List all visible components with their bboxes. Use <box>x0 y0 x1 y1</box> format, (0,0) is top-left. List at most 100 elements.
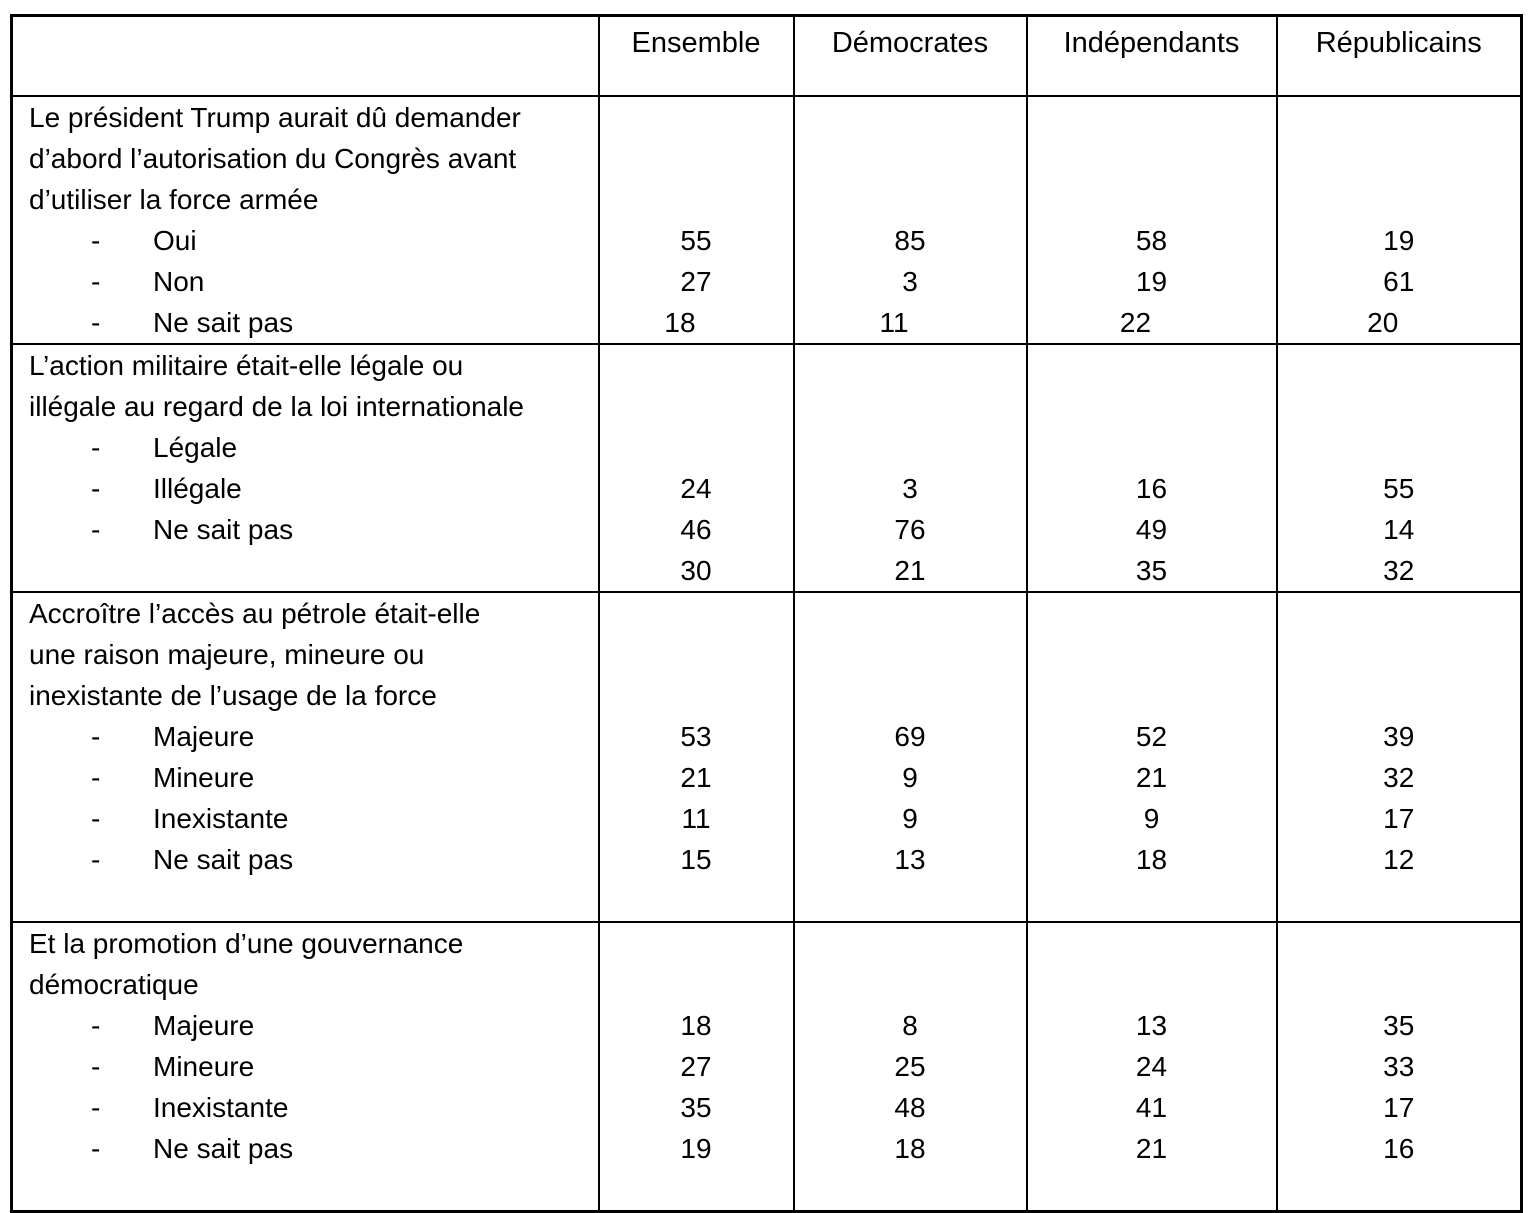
blank-line <box>601 386 792 427</box>
blank-line <box>1279 98 1520 138</box>
blank-line <box>796 924 1025 964</box>
answer-label: Inexistante <box>153 803 289 834</box>
value: 14 <box>1383 514 1415 545</box>
value: 19 <box>680 1133 712 1164</box>
value <box>1279 427 1520 468</box>
blank-line <box>601 675 792 716</box>
answer-option: - Ne sait pas <box>14 302 597 342</box>
value: 52 <box>1135 721 1168 752</box>
dash-bullet: - <box>91 307 101 338</box>
blank-line <box>1279 634 1520 675</box>
value: 39 <box>1383 721 1415 752</box>
blank-line <box>1029 964 1275 1005</box>
question-text-line: Et la promotion d’une gouvernance <box>29 928 464 959</box>
value: 25 <box>894 1051 926 1082</box>
blank-line <box>1029 346 1275 386</box>
value-cell: 13 24 41 21 <box>1025 921 1278 1213</box>
answer-label: Ne sait pas <box>153 1133 294 1164</box>
value <box>1029 427 1275 468</box>
value: 18 <box>664 307 696 338</box>
blank-line <box>601 346 792 386</box>
answer-option: - Illégale <box>14 468 597 509</box>
answer-option: - Ne sait pas <box>14 509 597 550</box>
value: 3 <box>902 473 918 504</box>
value-cell: 55 27 18 <box>597 95 795 345</box>
value: 12 <box>1383 844 1415 875</box>
question-blocks: Le président Trump aurait dû demander d’a… <box>10 95 1523 1213</box>
blank-line <box>1279 964 1520 1005</box>
value: 8 <box>902 1010 918 1041</box>
value: 16 <box>1383 1133 1415 1164</box>
value: 41 <box>1135 1092 1168 1123</box>
answer-label: Illégale <box>153 473 242 504</box>
value-cell: 18 27 35 19 <box>597 921 795 1213</box>
blank-line <box>601 880 792 920</box>
answer-option: - Inexistante <box>14 1087 597 1128</box>
blank-line <box>1029 880 1275 920</box>
value: 17 <box>1383 803 1415 834</box>
blank-line <box>1279 880 1520 920</box>
dash-bullet: - <box>91 1051 101 1082</box>
value: 22 <box>1119 307 1152 338</box>
dash-bullet: - <box>91 225 101 256</box>
blank-line <box>796 179 1025 220</box>
value: 17 <box>1383 1092 1415 1123</box>
answer-option: - Majeure <box>14 1005 597 1046</box>
value: 49 <box>1135 514 1168 545</box>
answer-label: Légale <box>153 432 238 463</box>
value <box>601 427 792 468</box>
answer-option: - Inexistante <box>14 798 597 839</box>
value: 3 <box>902 266 918 297</box>
blank-line <box>601 98 792 138</box>
dash-bullet: - <box>91 514 101 545</box>
value-cell: 19 61 20 <box>1275 95 1523 345</box>
answer-option: - Majeure <box>14 716 597 757</box>
question-cell: L’action militaire était-elle légale ou i… <box>10 343 600 593</box>
value: 35 <box>1135 555 1168 586</box>
value: 13 <box>894 844 926 875</box>
dash-bullet: - <box>91 432 101 463</box>
value: 76 <box>894 514 926 545</box>
value: 11 <box>681 803 711 834</box>
value: 58 <box>1135 225 1168 256</box>
answer-label: Inexistante <box>153 1092 289 1123</box>
blank-line <box>601 634 792 675</box>
blank-line <box>1029 98 1275 138</box>
question-text-line: inexistante de l’usage de la force <box>29 680 437 711</box>
value: 21 <box>1135 1133 1168 1164</box>
question-text-line: d’abord l’autorisation du Congrès avant <box>29 143 517 174</box>
value-cell: 35 33 17 16 <box>1275 921 1523 1213</box>
value-cell: 55 14 32 <box>1275 343 1523 593</box>
value: 21 <box>1135 762 1168 793</box>
question-row: Et la promotion d’une gouvernance démocra… <box>10 921 1523 1213</box>
value: 61 <box>1383 266 1415 297</box>
blank-line <box>1029 179 1275 220</box>
value: 20 <box>1367 307 1399 338</box>
dash-bullet: - <box>91 803 101 834</box>
value-cell: 24 46 30 <box>597 343 795 593</box>
dash-bullet: - <box>91 721 101 752</box>
value: 32 <box>1383 555 1415 586</box>
value: 69 <box>894 721 926 752</box>
blank-line <box>796 634 1025 675</box>
value: 46 <box>680 514 712 545</box>
blank-line <box>1279 346 1520 386</box>
column-header-independants: Indépendants <box>1025 14 1278 97</box>
value: 32 <box>1383 762 1415 793</box>
value: 18 <box>1135 844 1168 875</box>
blank-line <box>796 880 1025 920</box>
question-row: Le président Trump aurait dû demander d’a… <box>10 95 1523 345</box>
question-text-line: illégale au regard de la loi internation… <box>29 391 525 422</box>
blank-line <box>1279 594 1520 634</box>
blank-line <box>796 98 1025 138</box>
dash-bullet: - <box>91 762 101 793</box>
question-cell: Le président Trump aurait dû demander d’a… <box>10 95 600 345</box>
blank-line <box>1279 138 1520 179</box>
answer-label: Mineure <box>153 762 255 793</box>
blank-line <box>1279 675 1520 716</box>
blank-line <box>1029 594 1275 634</box>
value: 48 <box>894 1092 926 1123</box>
answer-option <box>14 550 597 590</box>
column-header-empty <box>10 14 600 97</box>
